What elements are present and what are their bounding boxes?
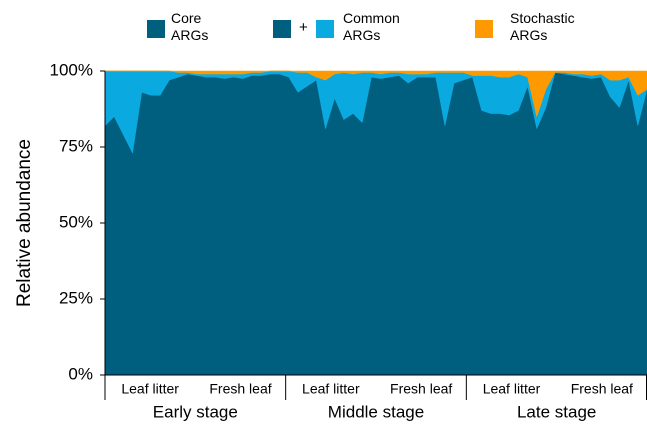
area — [105, 70, 647, 118]
legend-swatch — [316, 20, 334, 38]
group-label: Late stage — [517, 402, 596, 421]
subgroup-label: Leaf litter — [483, 381, 541, 397]
subgroup-label: Fresh leaf — [209, 381, 271, 397]
y-tick-label: 25% — [59, 288, 93, 307]
legend-label: Core ARGs — [171, 10, 209, 43]
legend-swatch — [475, 20, 493, 38]
y-tick-label: 50% — [59, 212, 93, 231]
y-axis-title: Relative abundance — [14, 139, 35, 307]
group-label: Early stage — [153, 402, 238, 421]
legend-label: Stochastic ARGs — [510, 10, 575, 43]
legend: Core ARGs + Common ARGs Stochastic ARGs — [0, 8, 647, 53]
subgroup-label: Fresh leaf — [390, 381, 452, 397]
subgroup-label: Fresh leaf — [571, 381, 633, 397]
subgroup-label: Leaf litter — [302, 381, 360, 397]
y-tick-label: 100% — [50, 60, 93, 79]
y-tick-label: 0% — [68, 364, 93, 383]
legend-joiner: + — [299, 19, 308, 36]
legend-swatch — [273, 20, 291, 38]
subgroup-label: Leaf litter — [121, 381, 179, 397]
group-label: Middle stage — [328, 402, 424, 421]
legend-swatch — [147, 20, 165, 38]
area — [104, 72, 647, 376]
y-tick-label: 75% — [59, 136, 93, 155]
legend-label: Common ARGs — [343, 10, 400, 43]
